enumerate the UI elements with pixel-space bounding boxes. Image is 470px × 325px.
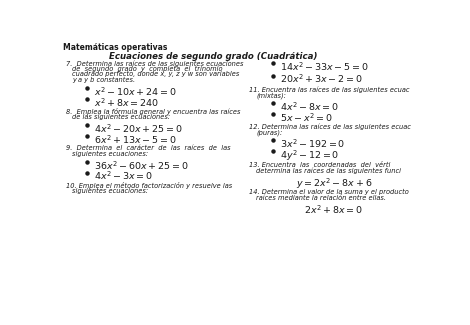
Text: $5x - x^2 = 0$: $5x - x^2 = 0$ xyxy=(281,111,333,124)
Text: $x^2 + 8x = 240$: $x^2 + 8x = 240$ xyxy=(94,96,159,109)
Text: Matemáticas operativas: Matemáticas operativas xyxy=(63,43,168,52)
Text: $6x^2 + 13x - 5 = 0$: $6x^2 + 13x - 5 = 0$ xyxy=(94,133,176,146)
Text: 10. Emplea el método factorización y resuelve las: 10. Emplea el método factorización y res… xyxy=(66,182,233,189)
Text: 12. Determina las raíces de las siguientes ecuac: 12. Determina las raíces de las siguient… xyxy=(249,124,410,130)
Text: siguientes ecuaciones:: siguientes ecuaciones: xyxy=(72,188,148,194)
Text: 14. Determina el valor de la suma y el producto: 14. Determina el valor de la suma y el p… xyxy=(249,189,408,195)
Text: y a y b constantes.: y a y b constantes. xyxy=(72,77,135,83)
Text: siguientes ecuaciones:: siguientes ecuaciones: xyxy=(72,151,148,157)
Text: $y = 2x^2 - 8x + 6$: $y = 2x^2 - 8x + 6$ xyxy=(296,177,372,191)
Text: $4y^2 - 12 = 0$: $4y^2 - 12 = 0$ xyxy=(281,148,340,163)
Text: $4x^2 - 20x + 25 = 0$: $4x^2 - 20x + 25 = 0$ xyxy=(94,122,182,135)
Text: 11. Encuentra las raíces de las siguientes ecuac: 11. Encuentra las raíces de las siguient… xyxy=(249,87,409,93)
Text: determina las raíces de las siguientes funci: determina las raíces de las siguientes f… xyxy=(256,168,401,174)
Text: $20x^2 + 3x - 2 = 0$: $20x^2 + 3x - 2 = 0$ xyxy=(281,73,363,85)
Text: 7.  Determina las raíces de las siguientes ecuaciones: 7. Determina las raíces de las siguiente… xyxy=(66,60,244,67)
Text: $4x^2 - 3x = 0$: $4x^2 - 3x = 0$ xyxy=(94,170,153,183)
Text: 9.  Determina  el  carácter  de  las  raíces  de  las: 9. Determina el carácter de las raíces d… xyxy=(66,145,231,151)
Text: $3x^2 - 192 = 0$: $3x^2 - 192 = 0$ xyxy=(281,137,346,150)
Text: Ecuaciones de segundo grado (Cuadrática): Ecuaciones de segundo grado (Cuadrática) xyxy=(109,52,318,61)
Text: 8.  Emplea la fórmula general y encuentra las raíces: 8. Emplea la fórmula general y encuentra… xyxy=(66,108,241,115)
Text: raíces mediante la relación entre ellas.: raíces mediante la relación entre ellas. xyxy=(256,195,386,201)
Text: $36x^2 - 60x + 25 = 0$: $36x^2 - 60x + 25 = 0$ xyxy=(94,159,188,172)
Text: 13. Encuentra  las  coordenadas  del  vérti: 13. Encuentra las coordenadas del vérti xyxy=(249,162,390,168)
Text: cuadrado perfecto, donde x, y, z y w son variables: cuadrado perfecto, donde x, y, z y w son… xyxy=(72,72,239,77)
Text: (mixtas):: (mixtas): xyxy=(256,92,286,99)
Text: $14x^2 - 33x - 5 = 0$: $14x^2 - 33x - 5 = 0$ xyxy=(281,60,369,73)
Text: $2x^2 + 8x = 0$: $2x^2 + 8x = 0$ xyxy=(305,204,363,216)
Text: de las siguientes ecuaciones:: de las siguientes ecuaciones: xyxy=(72,114,170,120)
Text: $4x^2 - 8x = 0$: $4x^2 - 8x = 0$ xyxy=(281,101,339,113)
Text: (puras):: (puras): xyxy=(256,129,282,136)
Text: $x^2 - 10x + 24 = 0$: $x^2 - 10x + 24 = 0$ xyxy=(94,85,177,98)
Text: de  segundo  grado  y  completa  el  trinomio: de segundo grado y completa el trinomio xyxy=(72,66,222,72)
